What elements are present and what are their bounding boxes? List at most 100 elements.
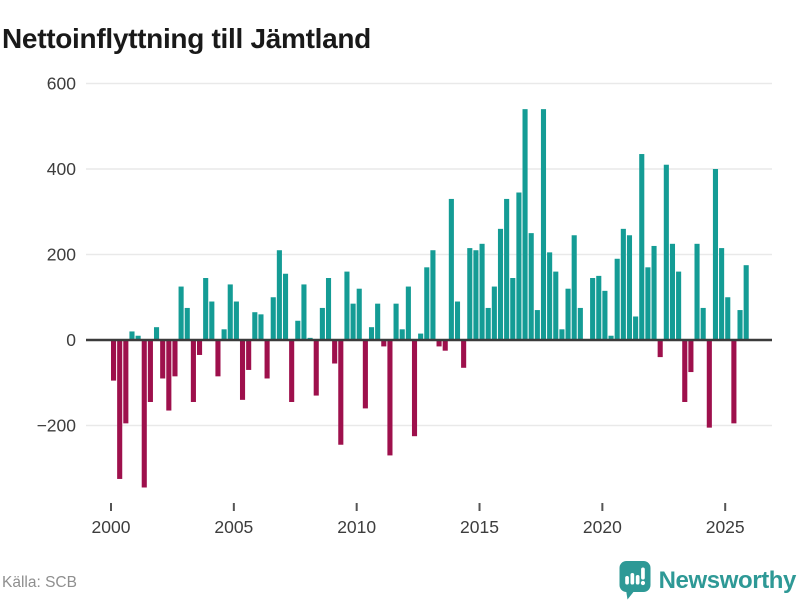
bar-2005Q2[interactable]	[239, 340, 246, 400]
bar-2022Q4[interactable]	[669, 243, 676, 340]
bar-2002Q4[interactable]	[178, 286, 184, 340]
bar-2006Q3[interactable]	[270, 297, 276, 340]
bar-2001Q2[interactable]	[141, 340, 147, 488]
bar-2025Q1[interactable]	[725, 297, 731, 340]
bar-2005Q1[interactable]	[233, 301, 239, 340]
bar-2013Q2[interactable]	[436, 340, 442, 347]
bar-2013Q3[interactable]	[442, 340, 448, 351]
bar-2019Q3[interactable]	[590, 278, 596, 340]
bar-2021Q1[interactable]	[626, 235, 633, 340]
bar-2025Q4[interactable]	[743, 265, 749, 340]
bar-2021Q3[interactable]	[639, 154, 645, 340]
bar-2003Q3[interactable]	[196, 340, 203, 355]
bar-2014Q4[interactable]	[473, 250, 479, 340]
bar-2024Q2[interactable]	[706, 340, 712, 428]
bar-2006Q4[interactable]	[276, 250, 282, 340]
bar-2010Q4[interactable]	[375, 303, 381, 340]
bar-2024Q4[interactable]	[719, 248, 725, 340]
bar-2010Q1[interactable]	[356, 288, 362, 340]
bar-2000Q1[interactable]	[111, 340, 117, 381]
bar-2012Q4[interactable]	[424, 267, 430, 340]
bar-2023Q3[interactable]	[688, 340, 694, 373]
bar-2009Q3[interactable]	[344, 271, 350, 340]
bar-2009Q1[interactable]	[332, 340, 338, 364]
bar-2005Q4[interactable]	[252, 312, 258, 340]
bar-2018Q1[interactable]	[553, 271, 559, 340]
bar-2016Q3[interactable]	[516, 192, 522, 340]
bar-2012Q1[interactable]	[405, 286, 411, 340]
bar-2007Q4[interactable]	[301, 284, 307, 340]
bar-2012Q2[interactable]	[411, 340, 418, 437]
bar-2020Q3[interactable]	[614, 258, 620, 340]
bar-2002Q1[interactable]	[160, 340, 166, 379]
bar-2008Q4[interactable]	[325, 278, 332, 340]
bar-2016Q1[interactable]	[504, 198, 510, 340]
bar-2020Q1[interactable]	[602, 290, 608, 340]
bar-2015Q3[interactable]	[491, 286, 497, 340]
bar-2003Q2[interactable]	[190, 340, 196, 402]
bar-2007Q3[interactable]	[295, 320, 301, 340]
bar-2007Q1[interactable]	[282, 273, 289, 340]
bar-2022Q2[interactable]	[657, 340, 663, 358]
newsworthy-logo[interactable]: Newsworthy	[618, 560, 796, 600]
bar-2008Q2[interactable]	[313, 340, 319, 396]
bar-2018Q2[interactable]	[559, 329, 565, 340]
bar-2017Q1[interactable]	[528, 233, 534, 341]
bar-2015Q2[interactable]	[485, 307, 491, 340]
bar-2011Q1[interactable]	[381, 340, 387, 347]
bar-2021Q4[interactable]	[645, 267, 651, 340]
bar-2019Q4[interactable]	[596, 275, 602, 341]
bar-2009Q4[interactable]	[350, 303, 356, 340]
bar-2010Q3[interactable]	[368, 327, 375, 340]
bar-2018Q4[interactable]	[571, 235, 577, 340]
bar-2013Q1[interactable]	[430, 250, 436, 340]
bar-2004Q1[interactable]	[209, 301, 215, 340]
bar-2007Q2[interactable]	[289, 340, 295, 402]
bar-2011Q4[interactable]	[399, 329, 405, 340]
bar-2005Q3[interactable]	[246, 340, 252, 370]
bar-2024Q3[interactable]	[712, 169, 719, 340]
bar-2004Q2[interactable]	[215, 340, 221, 377]
bar-2020Q2[interactable]	[608, 335, 614, 341]
bar-2022Q3[interactable]	[663, 164, 669, 340]
bar-2008Q3[interactable]	[319, 307, 325, 340]
bar-2000Q2[interactable]	[117, 340, 123, 479]
bar-2003Q4[interactable]	[203, 278, 209, 340]
bar-2011Q2[interactable]	[387, 340, 393, 456]
bar-2001Q4[interactable]	[153, 327, 160, 340]
bar-2000Q4[interactable]	[129, 331, 135, 340]
bar-2012Q3[interactable]	[418, 333, 424, 340]
bar-2010Q2[interactable]	[362, 340, 368, 409]
bar-2024Q1[interactable]	[700, 307, 706, 340]
bar-2004Q3[interactable]	[221, 329, 227, 340]
bar-2025Q3[interactable]	[737, 310, 743, 340]
bar-2019Q1[interactable]	[577, 307, 583, 340]
bar-2017Q2[interactable]	[534, 310, 540, 340]
bar-2001Q3[interactable]	[147, 340, 153, 402]
bar-2000Q3[interactable]	[123, 340, 129, 424]
bar-2022Q1[interactable]	[651, 245, 657, 340]
bar-2002Q2[interactable]	[166, 340, 172, 411]
bar-2021Q2[interactable]	[633, 316, 639, 340]
bar-2015Q1[interactable]	[479, 243, 485, 340]
bar-2006Q1[interactable]	[258, 314, 264, 340]
bar-2009Q2[interactable]	[338, 340, 344, 445]
bar-2014Q2[interactable]	[461, 340, 467, 368]
bar-2014Q3[interactable]	[467, 248, 473, 340]
bar-2018Q3[interactable]	[565, 288, 571, 340]
bar-2017Q3[interactable]	[540, 109, 547, 341]
bar-2014Q1[interactable]	[454, 301, 461, 340]
bar-2011Q3[interactable]	[393, 303, 399, 340]
bar-2015Q4[interactable]	[497, 228, 504, 340]
bar-2023Q2[interactable]	[682, 340, 688, 402]
bar-2016Q4[interactable]	[522, 109, 528, 341]
bar-2001Q1[interactable]	[135, 335, 141, 341]
bar-2013Q4[interactable]	[448, 198, 454, 340]
bar-2017Q4[interactable]	[547, 252, 553, 340]
bar-2025Q2[interactable]	[731, 340, 737, 424]
bar-2023Q4[interactable]	[694, 243, 700, 340]
bar-2002Q3[interactable]	[172, 340, 178, 377]
bar-2023Q1[interactable]	[676, 271, 682, 340]
bar-2006Q2[interactable]	[264, 340, 270, 379]
bar-2016Q2[interactable]	[510, 278, 516, 340]
